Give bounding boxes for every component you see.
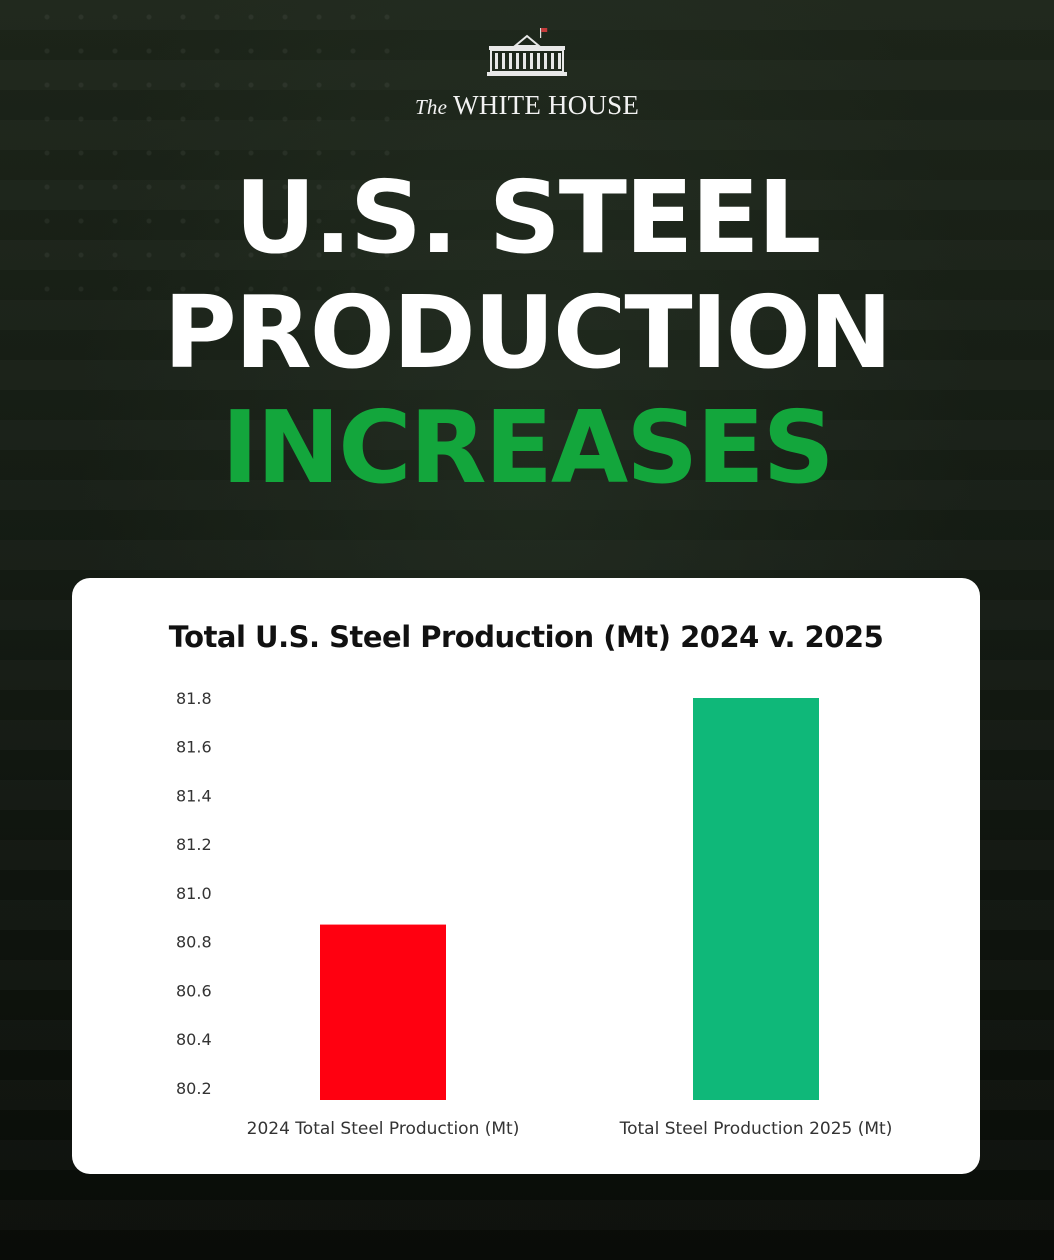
y-tick-label: 80.6 xyxy=(176,981,212,1000)
headline-line-1: U.S. STEEL xyxy=(234,159,822,276)
bar-2 xyxy=(693,698,819,1100)
x-category-label: 2024 Total Steel Production (Mt) xyxy=(247,1119,520,1139)
bar-1 xyxy=(320,924,446,1100)
logo-wordmark: The WHITE HOUSE xyxy=(415,90,639,121)
y-tick-label: 81.8 xyxy=(176,689,212,708)
white-house-logo: The WHITE HOUSE xyxy=(0,26,1054,121)
y-tick-label: 81.2 xyxy=(176,835,212,854)
y-tick-label: 81.0 xyxy=(176,884,212,903)
headline-line-2: PRODUCTION xyxy=(163,274,892,391)
y-tick-label: 81.6 xyxy=(176,738,212,757)
y-tick-label: 81.4 xyxy=(176,786,212,805)
background-flag xyxy=(30,0,400,300)
y-tick-label: 80.2 xyxy=(176,1079,212,1098)
chart-title: Total U.S. Steel Production (Mt) 2024 v.… xyxy=(168,620,884,654)
bar-chart: 80.2 80.4 80.6 80.8 81.0 81.2 81.4 81.6 81.8 2024… xyxy=(176,689,893,1139)
x-category-label: Total Steel Production 2025 (Mt) xyxy=(619,1119,893,1139)
white-house-building-icon xyxy=(487,28,567,76)
headline-line-3: INCREASES xyxy=(221,389,834,506)
chart-card: Total U.S. Steel Production (Mt) 2024 v.… xyxy=(72,578,980,1174)
y-tick-label: 80.8 xyxy=(176,933,212,952)
logo-name: WHITE HOUSE xyxy=(453,90,640,120)
y-tick-label: 80.4 xyxy=(176,1030,212,1049)
logo-prefix: The xyxy=(414,95,448,119)
